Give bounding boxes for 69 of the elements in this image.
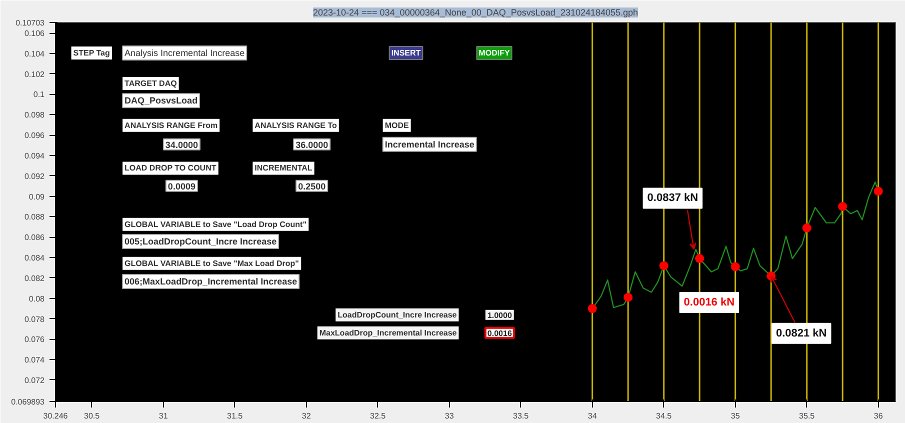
annotation: TARGET DAQ (124, 78, 177, 88)
y-tick-label: 0.084 (24, 254, 46, 263)
y-tick-label: 0.078 (24, 314, 46, 324)
point (874, 186, 883, 196)
x-tick-label: 33 (444, 412, 454, 420)
x-tick-label: 30.246 (43, 412, 68, 420)
annotation: 0.0837 kN (647, 192, 698, 204)
annotation: 0.2500 (298, 181, 326, 192)
annotation: 1.0000 (487, 310, 512, 320)
point (659, 261, 668, 270)
annotation: 0.0821 kN (776, 327, 827, 340)
y-tick-label: 0.09 (28, 192, 46, 202)
x-tick-label: 32.5 (370, 412, 386, 420)
y-tick-label: 0.088 (24, 212, 46, 222)
x-tick-label: 34.5 (656, 412, 672, 420)
y-tick-label: 0.076 (24, 335, 46, 344)
annotation: 0.0009 (168, 181, 196, 192)
point (624, 292, 633, 302)
y-tick-label: 0.094 (24, 151, 46, 160)
annotation: MaxLoadDrop_Incremental Increase (319, 328, 458, 338)
point (802, 223, 812, 232)
annotation: MODIFY (478, 48, 510, 58)
y-tick-label: 0.074 (24, 356, 46, 365)
y-tick-label: 0.086 (24, 233, 46, 242)
y-tick-label: 0.072 (24, 376, 46, 385)
x-tick-label: 33.5 (513, 412, 530, 420)
y-tick-label: 0.096 (24, 131, 46, 140)
y-tick-label: 0.10703 (16, 18, 46, 28)
y-tick-label: 0.102 (24, 70, 46, 79)
x-tick-label: 30.5 (84, 412, 100, 420)
y-tick-label: 0.092 (24, 172, 46, 181)
x-tick-label: 36 (874, 412, 884, 420)
annotation: GLOBAL VARIABLE to Save "Load Drop Count" (124, 220, 307, 229)
annotation: LOAD DROP TO COUNT (124, 164, 216, 173)
x-tick-label: 31 (158, 412, 168, 420)
y-tick-label: 0.106 (24, 29, 46, 38)
annotation: INSERT (391, 48, 421, 58)
point (695, 254, 704, 264)
annotation: 34.0000 (165, 140, 198, 150)
y-tick-label: 0.098 (24, 110, 46, 120)
annotation: LoadDropCount_Incre Increase (338, 310, 458, 320)
x-tick-label: 35.5 (799, 412, 816, 420)
annotation: INCREMENTAL (254, 164, 312, 173)
y-tick-label: 0.08 (28, 294, 46, 304)
chart-title: 2023-10-24 === 034_00000364_None_00_DAQ_PosvsLoad_231024184055.gph (312, 8, 638, 18)
x-tick-label: 35 (730, 412, 740, 420)
y-tick-label: 0.104 (24, 49, 46, 58)
annotation: DAQ_PosvsLoad (124, 96, 198, 106)
annotation: Analysis Incremental Increase (124, 48, 245, 58)
annotation: MODE (384, 120, 410, 130)
annotation: 005;LoadDropCount_Incre Increase (124, 236, 277, 247)
annotation: 0.0016 (487, 328, 512, 338)
annotation: ANALYSIS RANGE From (124, 120, 218, 130)
y-tick-label: 0.069893 (11, 398, 46, 406)
annotation: Incremental Increase (384, 139, 474, 150)
point (588, 304, 597, 314)
x-tick-label: 34 (588, 412, 598, 420)
annotation: STEP Tag (73, 48, 110, 58)
annotation: 0.0016 kN (684, 296, 735, 308)
annotation: ANALYSIS RANGE To (254, 120, 338, 130)
annotation: 36.0000 (296, 140, 328, 150)
annotation: GLOBAL VARIABLE to Save "Max Load Drop" (124, 258, 300, 268)
x-tick-label: 31.5 (227, 412, 244, 420)
x-tick-label: 32 (302, 412, 312, 420)
point (730, 262, 740, 272)
y-tick-label: 0.1 (33, 90, 46, 100)
point (838, 202, 848, 211)
y-tick-label: 0.082 (24, 274, 46, 283)
annotation: 006;MaxLoadDrop_Incremental Increase (124, 276, 298, 287)
